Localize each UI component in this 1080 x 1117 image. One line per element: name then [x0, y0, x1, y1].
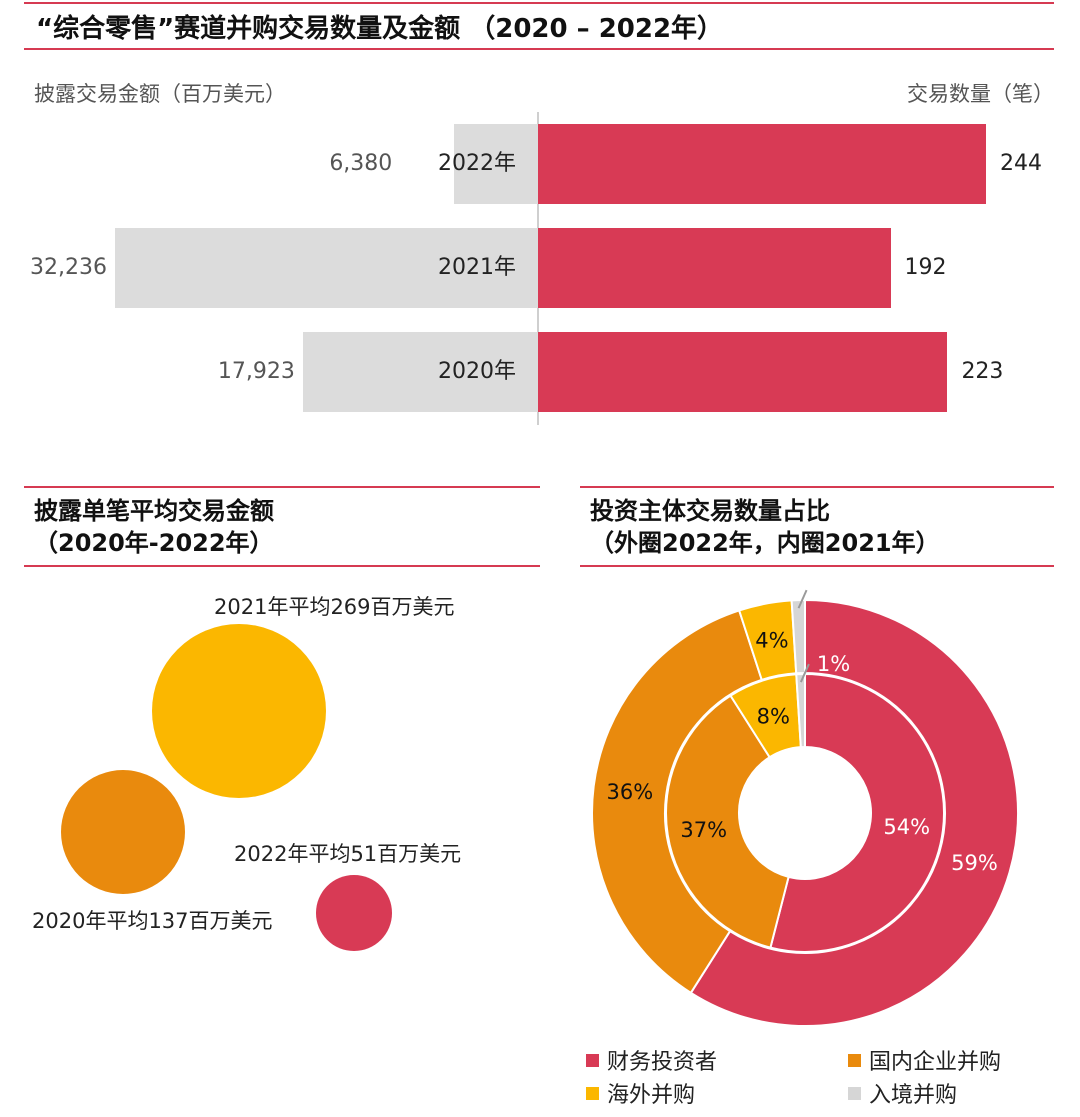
bubble-label-1: 2020年平均137百万美元 [32, 909, 273, 933]
inner-leader-3 [799, 663, 810, 683]
outer-label-0: 59% [951, 851, 998, 875]
legend-item-1: 国内企业并购 [848, 1044, 1001, 1076]
legend-label-2: 海外并购 [607, 1083, 696, 1108]
outer-label-3: 1% [815, 578, 848, 602]
legend-item-3: 入境并购 [848, 1077, 957, 1109]
legend-swatch-2 [586, 1086, 599, 1100]
count-axis-label: 交易数量（笔） [907, 82, 1054, 106]
outer-label-1: 36% [607, 780, 654, 804]
count-bar-1 [538, 228, 891, 308]
inner-label-0: 54% [883, 815, 930, 839]
bubble-2 [316, 875, 392, 951]
donut-title-line2: （外圈2022年，内圈2021年） [590, 529, 940, 557]
top-rule-upper [24, 2, 1054, 4]
bubble-1 [60, 769, 186, 895]
bubble-rule-lower [24, 565, 540, 567]
top-rule-lower [24, 48, 1054, 50]
inner-slice-2 [729, 673, 802, 759]
bubble-rule-upper [24, 486, 540, 488]
count-value-1: 192 [904, 255, 947, 280]
amount-value-0: 6,380 [329, 151, 393, 176]
legend-label-1: 国内企业并购 [869, 1050, 1002, 1075]
legend-swatch-1 [848, 1053, 861, 1067]
bubble-label-0: 2021年平均269百万美元 [214, 595, 455, 619]
legend-item-0: 财务投资者 [586, 1044, 717, 1076]
count-value-0: 244 [1000, 151, 1042, 176]
inner-label-1: 37% [680, 818, 727, 842]
amount-bar-1 [115, 228, 538, 308]
inner-label-3: 1% [817, 652, 850, 676]
year-label-1: 2021年 [438, 255, 516, 280]
outer-slice-2 [737, 599, 798, 682]
count-bar-2 [538, 332, 948, 412]
inner-label-2: 8% [757, 705, 790, 729]
donut-title-line1: 投资主体交易数量占比 [590, 497, 830, 525]
inner-slice-1 [665, 694, 790, 949]
inner-slice-3 [795, 672, 806, 749]
legend-swatch-3 [848, 1086, 861, 1100]
bubble-title-line1: 披露单笔平均交易金额 [34, 497, 274, 525]
legend-item-2: 海外并购 [586, 1077, 695, 1109]
inner-slice-0 [769, 672, 945, 953]
amount-value-2: 17,923 [217, 359, 295, 384]
amount-value-1: 32,236 [30, 255, 107, 280]
legend-label-0: 财务投资者 [607, 1050, 718, 1075]
donut-rule-upper [580, 486, 1054, 488]
outer-leader-3 [797, 589, 808, 609]
year-label-2: 2020年 [438, 359, 516, 384]
bubble-0 [152, 624, 326, 798]
outer-slice-1 [591, 609, 763, 995]
outer-slice-0 [689, 598, 1019, 1027]
outer-slice-3 [790, 598, 806, 675]
legend-label-3: 入境并购 [869, 1083, 958, 1108]
legend-swatch-0 [586, 1053, 599, 1067]
outer-label-2: 4% [755, 629, 788, 653]
top-chart-title: “综合零售”赛道并购交易数量及金额 （2020 – 2022年） [36, 14, 724, 44]
amount-bar-2 [302, 332, 538, 412]
year-label-0: 2022年 [438, 151, 516, 176]
bubble-label-2: 2022年平均51百万美元 [234, 842, 462, 866]
amount-axis-label: 披露交易金额（百万美元） [34, 82, 286, 106]
amount-bar-0 [454, 124, 538, 204]
donut-rule-lower [580, 565, 1054, 567]
count-bar-0 [538, 124, 986, 204]
count-value-2: 223 [961, 359, 1004, 384]
bubble-title-line2: （2020年-2022年） [34, 529, 274, 557]
